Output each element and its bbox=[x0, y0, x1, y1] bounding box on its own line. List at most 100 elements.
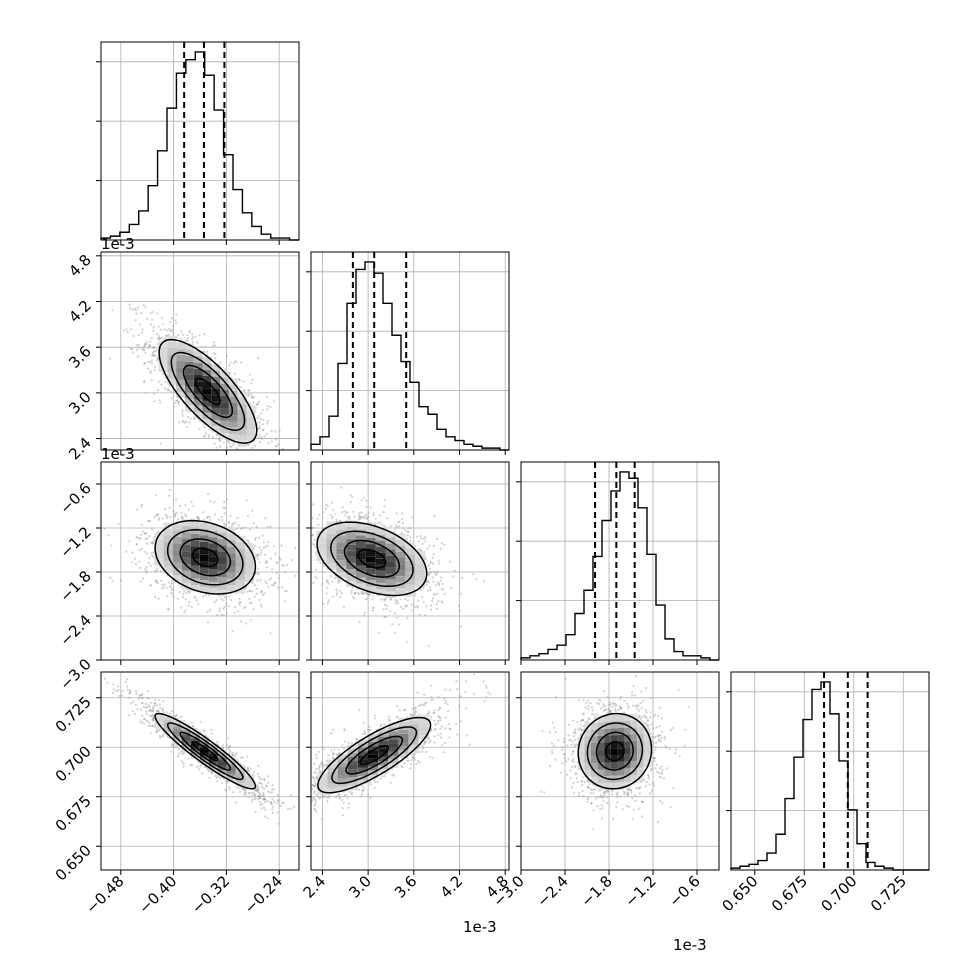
sample-point bbox=[580, 729, 583, 732]
density-cell bbox=[226, 763, 236, 767]
sample-point bbox=[204, 345, 207, 348]
sample-point bbox=[266, 544, 269, 547]
sample-point bbox=[149, 323, 153, 326]
sample-point bbox=[210, 732, 214, 735]
sample-point bbox=[406, 599, 409, 602]
sample-point bbox=[586, 720, 589, 723]
density-cell bbox=[181, 576, 191, 584]
sample-point bbox=[320, 761, 323, 764]
sample-point bbox=[213, 442, 216, 445]
sample-point bbox=[361, 590, 364, 593]
sample-point bbox=[395, 599, 399, 602]
density-cell bbox=[336, 554, 347, 561]
sample-point bbox=[274, 438, 278, 441]
sample-point bbox=[314, 800, 317, 803]
sample-point bbox=[350, 592, 353, 595]
sample-point bbox=[402, 527, 405, 530]
sample-point bbox=[272, 400, 275, 403]
sample-point bbox=[133, 712, 137, 716]
sample-point bbox=[267, 585, 270, 588]
sample-point bbox=[166, 595, 169, 598]
sample-point bbox=[148, 344, 151, 347]
sample-point bbox=[274, 552, 277, 555]
sample-point bbox=[270, 429, 273, 432]
sample-point bbox=[175, 498, 178, 501]
density-cell bbox=[604, 762, 611, 770]
density-cell bbox=[185, 355, 194, 362]
density-cell bbox=[163, 535, 173, 542]
sample-point bbox=[156, 343, 159, 346]
density-cell bbox=[211, 407, 221, 414]
sample-point bbox=[141, 530, 144, 533]
sample-point bbox=[150, 701, 153, 704]
density-cell bbox=[356, 571, 366, 578]
sample-point bbox=[254, 789, 257, 793]
sample-point bbox=[313, 807, 316, 811]
sample-point bbox=[631, 694, 634, 697]
density-cell bbox=[190, 585, 200, 592]
sample-point bbox=[363, 729, 366, 732]
sample-point bbox=[259, 804, 262, 807]
sample-point bbox=[162, 338, 165, 341]
sample-point bbox=[634, 794, 637, 797]
x-tick-label: 0.650 bbox=[718, 872, 761, 915]
sample-point bbox=[425, 750, 428, 754]
sample-point bbox=[345, 511, 348, 514]
sample-point bbox=[260, 551, 263, 554]
density-cell bbox=[365, 586, 376, 593]
sample-point bbox=[341, 807, 344, 810]
sample-point bbox=[609, 710, 612, 713]
sample-point bbox=[411, 714, 414, 717]
sample-point bbox=[359, 795, 362, 798]
density-cell bbox=[211, 376, 221, 383]
sample-point bbox=[140, 311, 143, 315]
sample-point bbox=[223, 500, 226, 504]
sample-point bbox=[380, 775, 383, 778]
sample-point bbox=[170, 750, 173, 753]
sample-point bbox=[149, 312, 152, 315]
sample-point bbox=[181, 420, 184, 423]
sample-point bbox=[257, 573, 260, 576]
sample-point bbox=[269, 557, 272, 560]
sample-point bbox=[235, 801, 238, 804]
sample-point bbox=[248, 792, 251, 795]
density-cell bbox=[217, 772, 227, 776]
sample-point bbox=[236, 759, 239, 762]
sample-point bbox=[395, 512, 398, 515]
density-cell bbox=[624, 720, 631, 728]
sample-point bbox=[149, 370, 152, 373]
sample-point bbox=[418, 761, 421, 764]
sample-point bbox=[431, 698, 434, 701]
sample-point bbox=[157, 531, 160, 534]
density-cell bbox=[208, 755, 218, 759]
sample-point bbox=[182, 333, 185, 336]
sample-point bbox=[315, 810, 318, 813]
sample-point bbox=[142, 349, 145, 352]
sample-point bbox=[403, 708, 406, 711]
sample-point bbox=[134, 703, 137, 706]
sample-point bbox=[188, 591, 191, 594]
sample-point bbox=[602, 703, 605, 706]
sample-point bbox=[255, 587, 258, 590]
sample-point bbox=[259, 417, 263, 420]
sample-point bbox=[147, 519, 150, 522]
sample-point bbox=[427, 741, 431, 744]
sample-point bbox=[319, 561, 322, 564]
sample-point bbox=[485, 686, 488, 690]
sample-point bbox=[228, 752, 231, 755]
sample-point bbox=[247, 444, 250, 447]
sample-point bbox=[371, 609, 374, 612]
sample-point bbox=[281, 447, 284, 450]
sample-point bbox=[652, 757, 655, 760]
sample-point bbox=[232, 443, 235, 447]
sample-point bbox=[626, 788, 629, 791]
sample-point bbox=[414, 706, 417, 709]
sample-point bbox=[649, 697, 653, 700]
sample-point bbox=[266, 817, 269, 820]
sample-point bbox=[156, 513, 159, 517]
density-cell bbox=[172, 568, 182, 576]
density-cell bbox=[193, 381, 203, 388]
sample-point bbox=[203, 729, 206, 733]
density-cell bbox=[208, 556, 218, 563]
density-cell bbox=[604, 782, 611, 790]
